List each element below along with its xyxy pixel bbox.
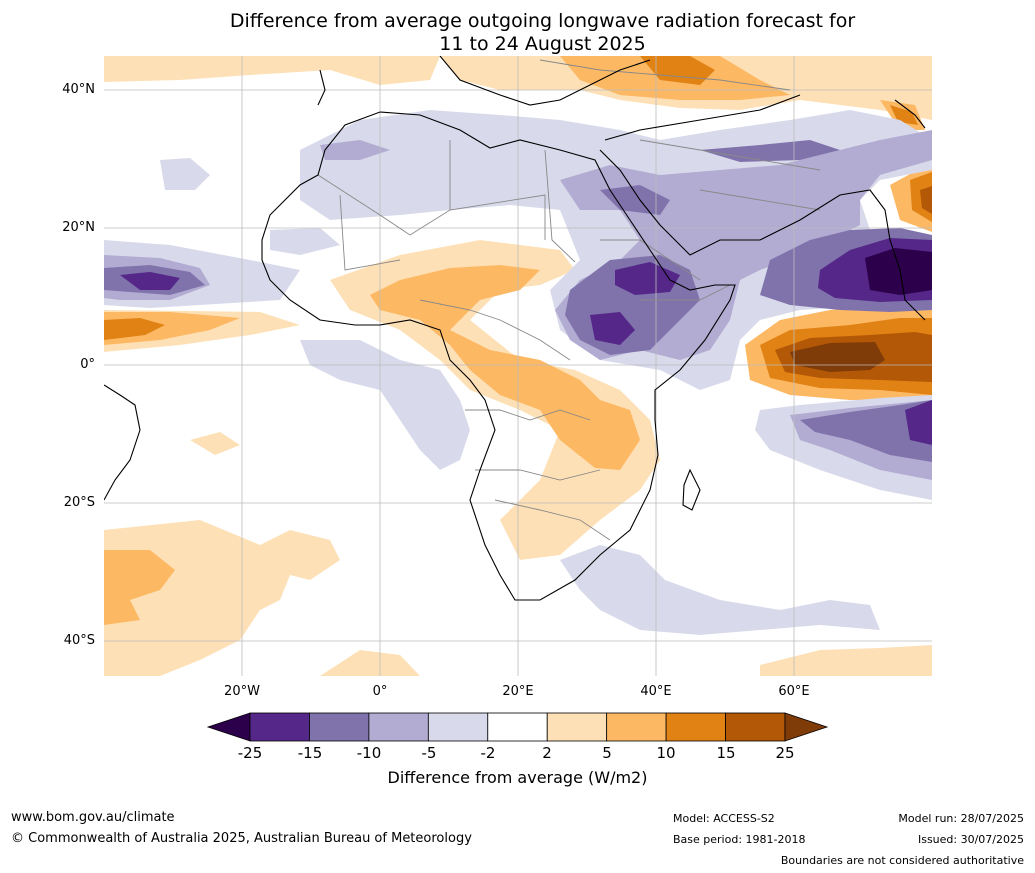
colorbar-swatch xyxy=(487,712,548,742)
colorbar-extend-high xyxy=(784,712,829,742)
disclaimer: Boundaries are not considered authoritat… xyxy=(780,854,1024,867)
model-run-date: Model run: 28/07/2025 xyxy=(898,812,1024,825)
lon-label-20e: 20°E xyxy=(502,684,534,699)
colorbar-tick: 10 xyxy=(656,744,676,762)
lat-label-40s: 40°S xyxy=(63,633,95,648)
colorbar-tick: -10 xyxy=(356,744,382,762)
colorbar-swatch xyxy=(546,712,608,742)
colorbar-swatch xyxy=(427,712,489,742)
gridlines xyxy=(104,56,932,676)
colorbar-tick: -5 xyxy=(421,744,437,762)
country-borders xyxy=(317,59,821,541)
colorbar-swatch xyxy=(368,712,429,742)
colorbar-tick: 5 xyxy=(602,744,612,762)
positive-anomaly-extreme xyxy=(790,342,885,372)
positive-anomaly-light xyxy=(104,56,932,676)
colorbar-tick: -25 xyxy=(237,744,263,762)
website-link[interactable]: www.bom.gov.au/climate xyxy=(11,810,175,825)
lon-label-40e: 40°E xyxy=(640,684,672,699)
lat-label-20s: 20°S xyxy=(63,495,95,510)
map-title-line-2: 11 to 24 August 2025 xyxy=(439,33,646,55)
lat-label-40n: 40°N xyxy=(62,82,95,97)
model-name: Model: ACCESS-S2 xyxy=(673,812,775,825)
lon-label-60e: 60°E xyxy=(778,684,810,699)
lat-label-20n: 20°N xyxy=(62,220,95,235)
negative-anomaly-extreme xyxy=(865,248,932,295)
lat-label-0: 0° xyxy=(80,357,95,372)
issued-date: Issued: 30/07/2025 xyxy=(917,833,1024,846)
colorbar-extend-low xyxy=(206,712,251,742)
colorbar-tick: 2 xyxy=(542,744,552,762)
colorbar-tick: 25 xyxy=(775,744,795,762)
base-period: Base period: 1981-2018 xyxy=(673,833,806,846)
colorbar-swatch xyxy=(725,712,786,742)
colorbar-tick: 15 xyxy=(716,744,736,762)
colorbar-swatch xyxy=(606,712,667,742)
colorbar-tick: -15 xyxy=(297,744,323,762)
colorbar-label: Difference from average (W/m2) xyxy=(387,768,648,787)
colorbar-swatch xyxy=(309,712,370,742)
coastlines xyxy=(104,56,926,601)
colorbar-tick: -2 xyxy=(480,744,496,762)
map-title-line-1: Difference from average outgoing longwav… xyxy=(229,10,856,32)
colorbar-swatch xyxy=(249,712,310,742)
lon-label-20w: 20°W xyxy=(224,684,260,699)
colorbar-swatch xyxy=(665,712,726,742)
lon-label-0: 0° xyxy=(372,684,388,699)
copyright-text: © Commonwealth of Australia 2025, Austra… xyxy=(11,831,472,846)
